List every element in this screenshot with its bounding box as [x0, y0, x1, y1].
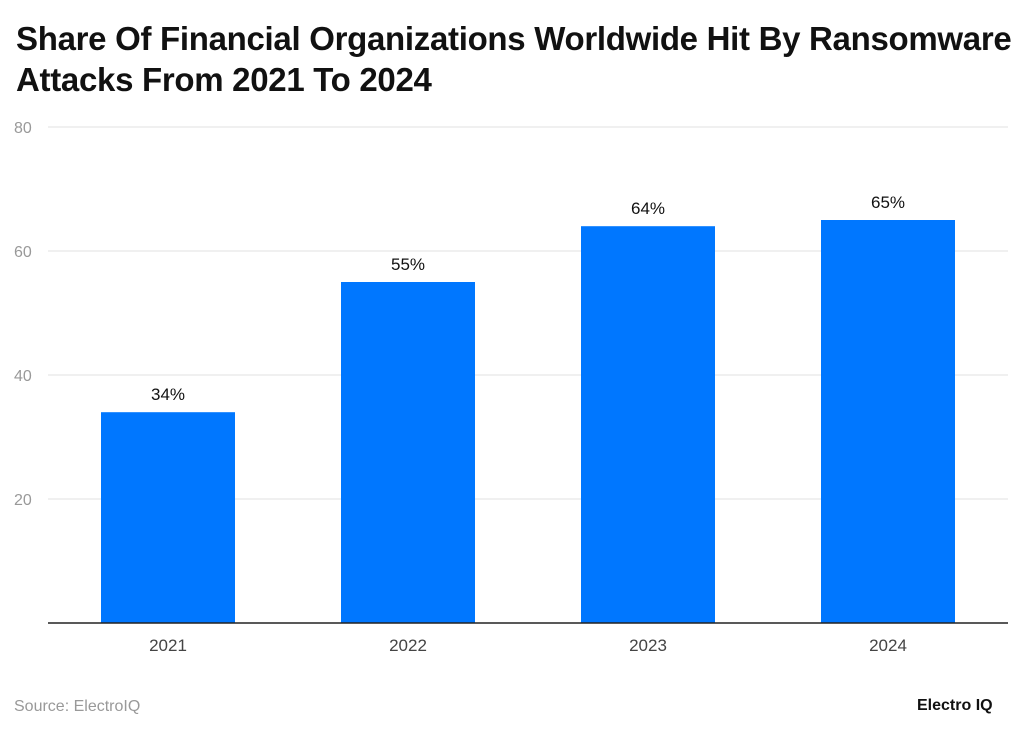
- bar: [821, 220, 955, 623]
- chart-title: Share Of Financial Organizations Worldwi…: [16, 20, 1012, 98]
- source-note: Source: ElectroIQ: [14, 698, 141, 715]
- bar: [101, 412, 235, 623]
- x-tick-label: 2024: [869, 636, 907, 655]
- bar: [341, 282, 475, 623]
- data-label: 65%: [871, 193, 905, 212]
- data-label: 64%: [631, 199, 665, 218]
- x-tick-label: 2021: [149, 636, 187, 655]
- y-tick-label: 40: [14, 368, 32, 385]
- data-label: 55%: [391, 255, 425, 274]
- y-tick-label: 20: [14, 492, 32, 509]
- x-tick-label: 2022: [389, 636, 427, 655]
- x-tick-label: 2023: [629, 636, 667, 655]
- bar: [581, 226, 715, 623]
- y-tick-label: 80: [14, 120, 32, 137]
- y-tick-label: 60: [14, 244, 32, 261]
- data-label: 34%: [151, 385, 185, 404]
- electroiq-logo: Electro IQ: [917, 697, 993, 714]
